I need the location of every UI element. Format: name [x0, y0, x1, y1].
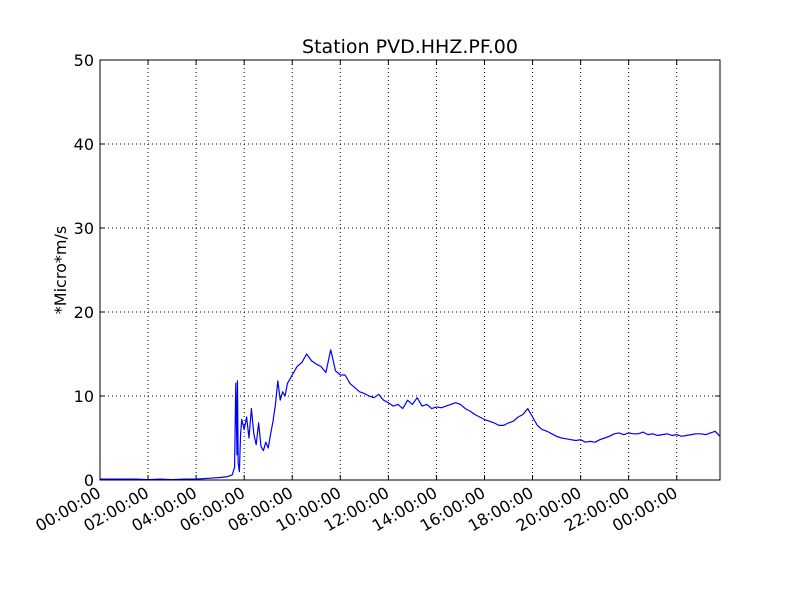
y-axis-label: *Micro*m/s [51, 226, 70, 314]
y-tick-label: 50 [74, 51, 94, 70]
y-tick-label: 40 [74, 135, 94, 154]
grid [100, 60, 720, 480]
y-tick-label: 0 [84, 471, 94, 490]
plot-background [100, 60, 720, 480]
series-line [100, 349, 721, 481]
plot-frame [99, 59, 721, 481]
y-tick-label: 10 [74, 387, 94, 406]
y-tick-label: 30 [74, 219, 94, 238]
tick-marks [99, 59, 720, 481]
y-tick-labels: 0 10 20 30 40 50 [74, 51, 94, 490]
chart-title: Station PVD.HHZ.PF.00 [302, 36, 518, 58]
series-group [100, 349, 721, 481]
y-tick-label: 20 [74, 303, 94, 322]
